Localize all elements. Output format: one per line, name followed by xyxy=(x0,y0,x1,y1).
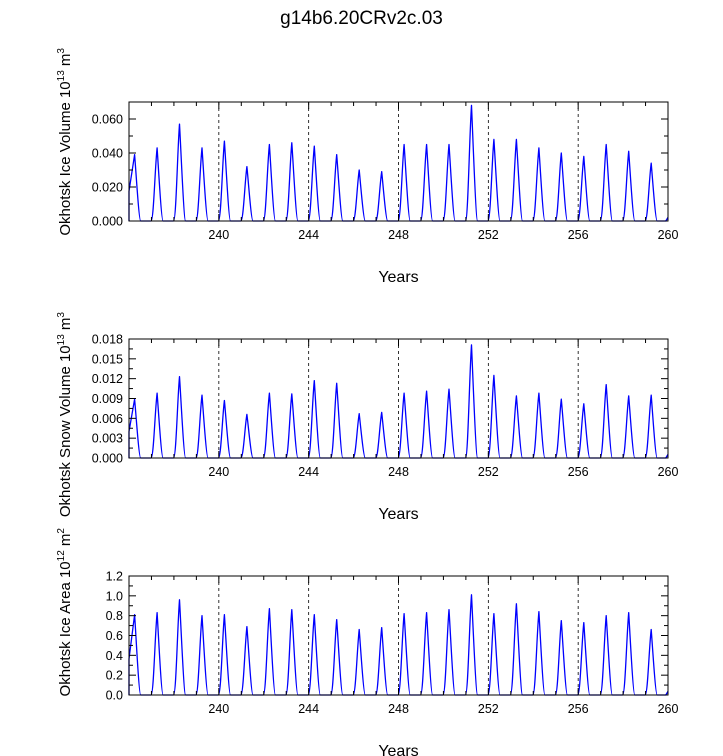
x-tick-label: 256 xyxy=(568,228,589,242)
y-tick-label: 0.009 xyxy=(92,392,123,406)
y-tick-label: 0.003 xyxy=(92,432,123,446)
y-axis-label-exponent: 12 xyxy=(56,550,67,562)
y-axis-label-unit: m xyxy=(57,318,74,335)
y-axis-label-unit-exponent: 3 xyxy=(56,312,67,318)
y-tick-label: 0.012 xyxy=(92,372,123,386)
x-axis-label: Years xyxy=(378,269,418,286)
y-tick-label: 0.006 xyxy=(92,412,123,426)
y-axis-label: Okhotsk Ice Volume 1013 m3 xyxy=(56,48,74,236)
y-tick-label: 0.040 xyxy=(92,147,123,161)
y-tick-label: 0.6 xyxy=(106,629,123,643)
x-tick-label: 240 xyxy=(208,465,229,479)
y-tick-label: 0.000 xyxy=(92,452,123,466)
y-axis-label-exponent: 13 xyxy=(56,334,67,346)
y-tick-label: 0.015 xyxy=(92,352,123,366)
x-tick-label: 260 xyxy=(658,465,679,479)
y-axis-label-text: Okhotsk Ice Area 10 xyxy=(57,561,74,696)
x-tick-label: 244 xyxy=(298,702,319,716)
y-tick-label: 1.2 xyxy=(106,570,123,584)
x-tick-label: 256 xyxy=(568,702,589,716)
x-tick-label: 240 xyxy=(208,702,229,716)
y-tick-label: 0.4 xyxy=(106,649,123,663)
y-tick-label: 0.8 xyxy=(106,609,123,623)
x-axis-label: Years xyxy=(378,506,418,523)
y-tick-label: 0.060 xyxy=(92,113,123,127)
x-tick-label: 252 xyxy=(478,702,499,716)
x-tick-label: 244 xyxy=(298,228,319,242)
panel-snow-volume: 240 244 248 252 256 260 0.000 0.003 0.006 0.009 0.… xyxy=(56,312,678,523)
y-axis-label-text: Okhotsk Snow Volume 10 xyxy=(57,345,74,517)
x-tick-label: 248 xyxy=(388,228,409,242)
x-tick-label: 248 xyxy=(388,702,409,716)
y-tick-label: 0.0 xyxy=(106,689,123,703)
y-axis-label-unit: m xyxy=(57,534,74,551)
y-axis-label-unit: m xyxy=(57,54,74,71)
y-axis-label-unit-exponent: 2 xyxy=(56,528,67,534)
y-axis-label-exponent: 13 xyxy=(56,70,67,82)
x-tick-label: 252 xyxy=(478,465,499,479)
panel-ice-volume: 240 244 248 252 256 260 0.000 0.020 0.040 0.060 Ye… xyxy=(56,48,678,286)
y-tick-label: 0.020 xyxy=(92,181,123,195)
y-axis-label: Okhotsk Ice Area 1012 m2 xyxy=(56,528,74,697)
y-axis-label-unit-exponent: 3 xyxy=(56,48,67,54)
x-tick-label: 256 xyxy=(568,465,589,479)
x-tick-label: 244 xyxy=(298,465,319,479)
x-tick-label: 260 xyxy=(658,228,679,242)
panel-ice-area: 240 244 248 252 256 260 0.0 0.2 0.4 0.6 0.8 1.0 1.2 Y… xyxy=(56,528,678,756)
y-tick-label: 1.0 xyxy=(106,589,123,603)
x-axis-label: Years xyxy=(378,743,418,756)
y-tick-label: 0.018 xyxy=(92,333,123,347)
y-axis-label: Okhotsk Snow Volume 1013 m3 xyxy=(56,312,74,518)
x-tick-label: 252 xyxy=(478,228,499,242)
y-tick-label: 0.2 xyxy=(106,669,123,683)
y-axis-label-text: Okhotsk Ice Volume 10 xyxy=(57,81,74,235)
x-tick-label: 240 xyxy=(208,228,229,242)
x-tick-label: 260 xyxy=(658,702,679,716)
y-tick-label: 0.000 xyxy=(92,215,123,229)
x-tick-label: 248 xyxy=(388,465,409,479)
chart-title: g14b6.20CRv2c.03 xyxy=(280,8,443,29)
